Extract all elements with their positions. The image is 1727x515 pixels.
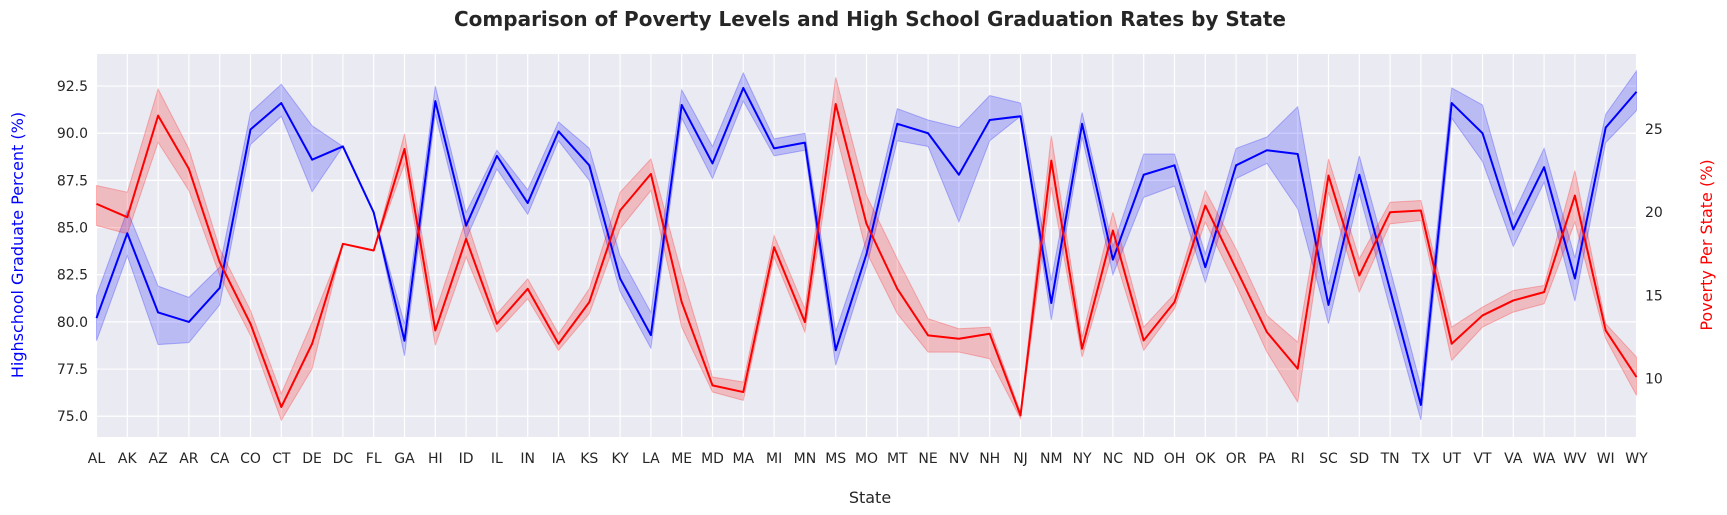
- chart-title: Comparison of Poverty Levels and High Sc…: [454, 7, 1286, 31]
- x-tick-oh: OH: [1164, 451, 1186, 467]
- x-tick-hi: HI: [428, 451, 443, 467]
- x-tick-az: AZ: [149, 451, 168, 467]
- y-right-tick: 25: [1645, 122, 1663, 138]
- x-tick-ar: AR: [179, 451, 199, 467]
- x-tick-ak: AK: [118, 451, 138, 467]
- x-tick-ma: MA: [732, 451, 754, 467]
- x-tick-nj: NJ: [1013, 451, 1028, 467]
- x-tick-fl: FL: [366, 451, 382, 467]
- x-tick-nh: NH: [979, 451, 1000, 467]
- y-left-tick: 75.0: [57, 409, 88, 425]
- x-tick-wa: WA: [1533, 451, 1556, 467]
- x-tick-labels: AL AK AZ AR CA CO CT DE DC FL GA HI ID IL IN IA KS KY LA ME…: [88, 451, 1648, 467]
- y-axis-left-label: Highschool Graduate Percent (%): [8, 112, 27, 378]
- x-tick-tx: TX: [1411, 451, 1431, 467]
- x-tick-vt: VT: [1473, 451, 1492, 467]
- y-right-tick: 20: [1645, 205, 1663, 221]
- series-points: [96, 87, 1637, 416]
- y-right-tick: 15: [1645, 288, 1663, 304]
- x-tick-nm: NM: [1040, 451, 1063, 467]
- x-tick-al: AL: [88, 451, 106, 467]
- x-tick-va: VA: [1504, 451, 1523, 467]
- y-right-tick-labels: 10 15 20 25: [1645, 122, 1663, 388]
- x-tick-nd: ND: [1133, 451, 1154, 467]
- x-tick-or: OR: [1226, 451, 1247, 467]
- y-left-tick: 80.0: [57, 315, 88, 331]
- x-tick-ga: GA: [394, 451, 415, 467]
- y-axis-right-label: Poverty Per State (%): [1697, 159, 1716, 330]
- x-tick-ia: IA: [552, 451, 566, 467]
- x-tick-id: ID: [459, 451, 474, 467]
- x-tick-dc: DC: [333, 451, 354, 467]
- y-right-tick: 10: [1645, 372, 1663, 388]
- y-left-tick-labels: 75.0 77.5 80.0 82.5 85.0 87.5 90.0 92.5: [57, 79, 88, 425]
- x-tick-in: IN: [520, 451, 535, 467]
- y-left-tick: 90.0: [57, 126, 88, 142]
- x-tick-me: ME: [671, 451, 692, 467]
- x-tick-la: LA: [642, 451, 660, 467]
- x-tick-ms: MS: [825, 451, 846, 467]
- x-tick-mo: MO: [855, 451, 878, 467]
- x-tick-ny: NY: [1073, 451, 1092, 467]
- x-tick-de: DE: [302, 451, 322, 467]
- y-left-tick: 82.5: [57, 268, 88, 284]
- x-tick-ri: RI: [1291, 451, 1305, 467]
- x-tick-wi: WI: [1597, 451, 1615, 467]
- x-tick-il: IL: [491, 451, 503, 467]
- x-tick-pa: PA: [1258, 451, 1276, 467]
- x-tick-mi: MI: [766, 451, 782, 467]
- x-tick-ca: CA: [210, 451, 230, 467]
- y-left-tick: 85.0: [57, 221, 88, 237]
- y-left-tick: 77.5: [57, 362, 88, 378]
- x-tick-nc: NC: [1103, 451, 1123, 467]
- x-tick-ne: NE: [918, 451, 937, 467]
- grid: [95, 54, 1638, 437]
- x-tick-sd: SD: [1349, 451, 1369, 467]
- x-tick-sc: SC: [1319, 451, 1338, 467]
- x-tick-wy: WY: [1625, 451, 1648, 467]
- x-tick-ok: OK: [1195, 451, 1216, 467]
- poverty-confidence-band: [96, 77, 1637, 422]
- x-tick-mt: MT: [887, 451, 908, 467]
- x-tick-ky: KY: [611, 451, 629, 467]
- y-left-tick: 92.5: [57, 79, 88, 95]
- x-tick-tn: TN: [1380, 451, 1400, 467]
- x-tick-ut: UT: [1442, 451, 1461, 467]
- x-tick-wv: WV: [1563, 451, 1587, 467]
- x-tick-ct: CT: [272, 451, 291, 467]
- y-left-tick: 87.5: [57, 173, 88, 189]
- x-tick-md: MD: [701, 451, 724, 467]
- x-tick-ks: KS: [580, 451, 598, 467]
- x-tick-nv: NV: [949, 451, 969, 467]
- x-tick-co: CO: [240, 451, 261, 467]
- x-tick-mn: MN: [794, 451, 817, 467]
- x-axis-label: State: [849, 488, 891, 507]
